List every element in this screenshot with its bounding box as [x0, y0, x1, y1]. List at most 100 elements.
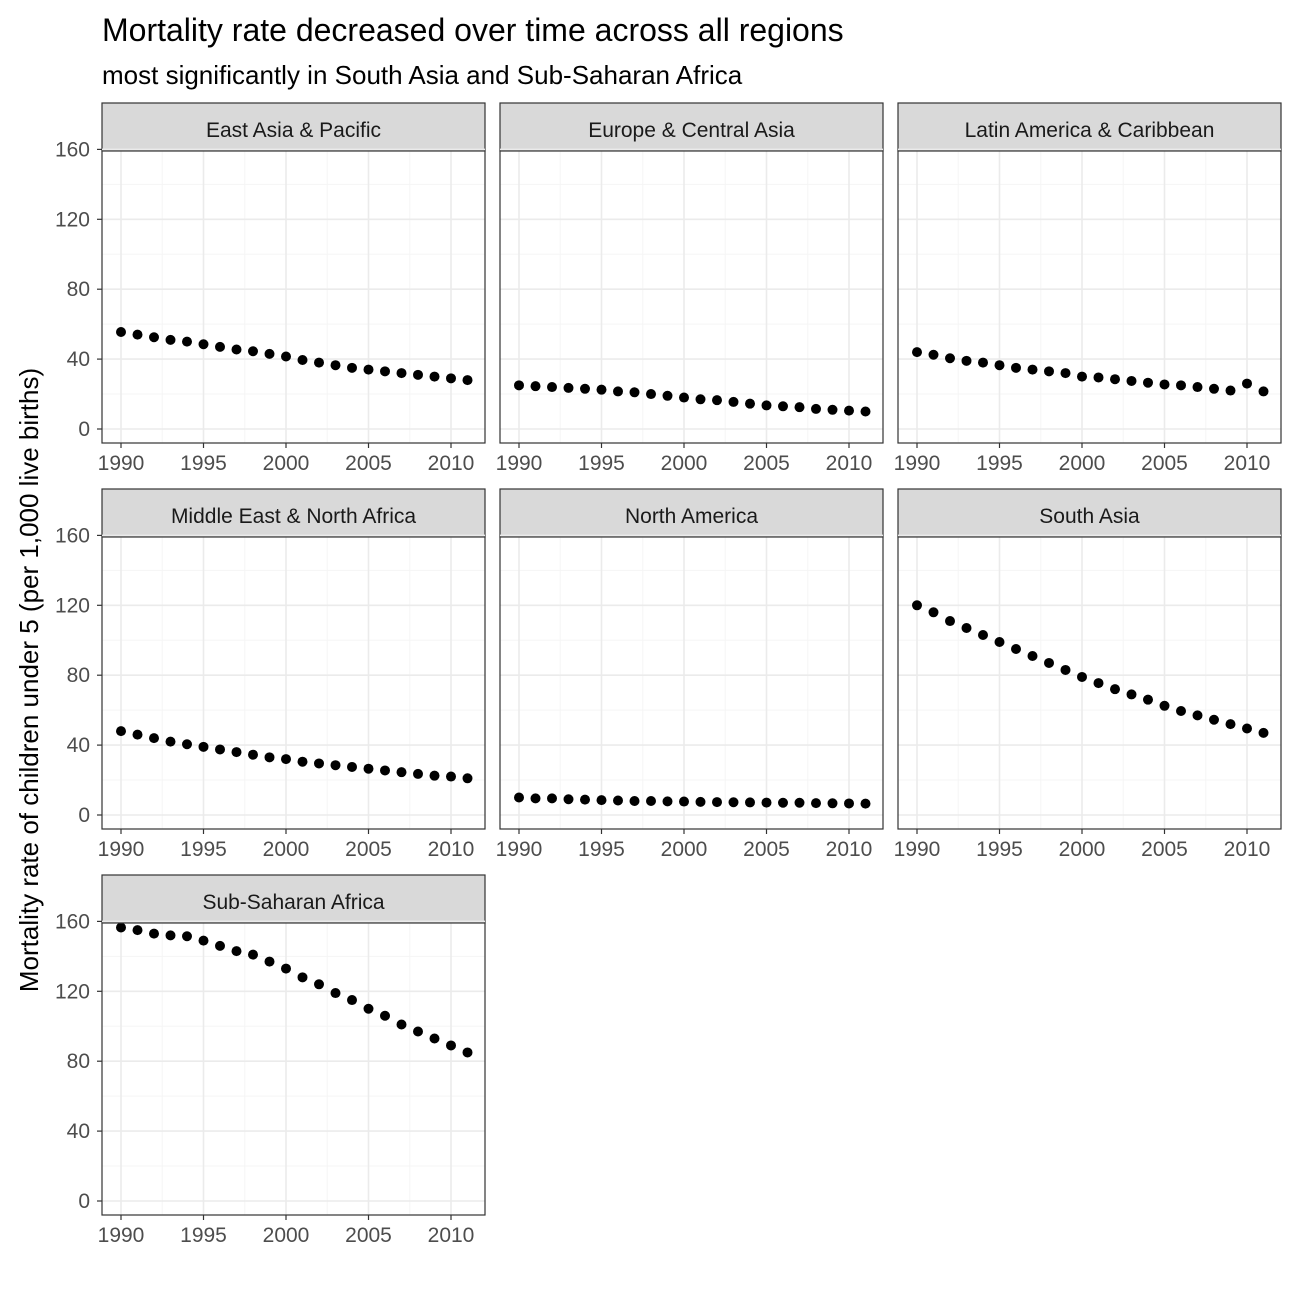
y-tick-label: 0: [78, 418, 90, 441]
plot-background: [898, 537, 1281, 829]
data-point: [712, 395, 722, 406]
y-tick-label: 40: [67, 348, 90, 371]
x-tick-label: 2005: [345, 838, 392, 861]
data-point: [646, 389, 656, 400]
data-point: [281, 963, 291, 974]
data-point: [761, 400, 772, 411]
data-point: [182, 739, 192, 750]
data-point: [827, 404, 838, 415]
strip-label-latin-america-and-caribbean: Latin America & Caribbean: [965, 119, 1215, 142]
plot-background: [898, 151, 1281, 443]
y-tick-label: 120: [55, 594, 90, 617]
data-point: [462, 773, 473, 784]
data-point: [547, 793, 557, 804]
data-point: [165, 736, 176, 747]
data-point: [827, 798, 838, 809]
data-point: [1258, 727, 1269, 738]
panel-border: [101, 536, 486, 830]
data-point: [182, 931, 192, 942]
data-point: [132, 329, 143, 340]
y-tick-label: 160: [55, 910, 90, 933]
y-tick-label: 0: [78, 1190, 90, 1213]
strip-north-america: [499, 488, 884, 538]
x-tick-label: 2010: [1224, 838, 1271, 861]
data-point: [961, 355, 972, 366]
y-tick-label: 80: [67, 664, 90, 687]
data-point: [530, 381, 541, 392]
data-point: [314, 979, 324, 990]
data-point: [945, 616, 955, 627]
data-point: [1192, 710, 1203, 721]
data-point: [695, 394, 706, 405]
data-point: [396, 368, 407, 379]
x-tick-label: 2010: [428, 1224, 475, 1247]
data-point: [413, 369, 423, 380]
y-tick-label: 40: [67, 734, 90, 757]
data-point: [248, 949, 258, 960]
x-tick-label: 1990: [894, 452, 941, 475]
x-tick-label: 1995: [180, 1224, 227, 1247]
data-point: [646, 796, 656, 807]
x-tick-label: 1990: [98, 452, 145, 475]
data-point: [1192, 382, 1203, 393]
x-tick-label: 2000: [661, 452, 708, 475]
data-point: [1110, 374, 1120, 385]
data-point: [198, 339, 209, 350]
panel-border: [101, 922, 486, 1216]
data-point: [945, 353, 955, 364]
data-point: [149, 928, 159, 939]
x-tick-label: 2005: [743, 452, 790, 475]
strip-east-asia-and-pacific: [101, 102, 486, 152]
x-tick-label: 2010: [1224, 452, 1271, 475]
data-point: [1011, 362, 1021, 373]
data-point: [1077, 371, 1087, 382]
plot-background: [500, 151, 883, 443]
data-point: [297, 972, 308, 983]
data-point: [811, 798, 821, 809]
data-point: [860, 798, 871, 809]
x-tick-label: 1995: [976, 838, 1023, 861]
x-tick-label: 2005: [1141, 838, 1188, 861]
strip-label-south-asia: South Asia: [1039, 505, 1140, 528]
strip-south-asia: [897, 488, 1282, 538]
data-point: [745, 797, 755, 808]
data-point: [994, 360, 1005, 371]
data-point: [413, 768, 423, 779]
x-tick-label: 2000: [263, 838, 310, 861]
x-tick-label: 1995: [578, 452, 625, 475]
data-point: [429, 371, 440, 382]
data-point: [563, 382, 574, 393]
data-point: [978, 630, 988, 641]
strip-latin-america-and-caribbean: [897, 102, 1282, 152]
data-point: [1143, 694, 1153, 705]
data-point: [215, 744, 225, 755]
data-point: [396, 767, 407, 778]
data-point: [712, 797, 722, 808]
data-point: [1258, 386, 1269, 397]
x-tick-label: 2005: [345, 452, 392, 475]
data-point: [1044, 366, 1054, 377]
x-tick-label: 2010: [826, 838, 873, 861]
data-point: [281, 351, 291, 362]
data-point: [695, 796, 706, 807]
data-point: [580, 383, 590, 394]
data-point: [1126, 689, 1137, 700]
chart-title: Mortality rate decreased over time acros…: [102, 12, 844, 48]
data-point: [1011, 643, 1021, 654]
data-point: [778, 797, 788, 808]
data-point: [446, 1040, 456, 1051]
x-tick-label: 2000: [1059, 838, 1106, 861]
data-point: [1060, 368, 1071, 379]
data-point: [844, 405, 854, 416]
data-point: [679, 796, 689, 807]
panel-border: [897, 150, 1282, 444]
x-tick-label: 1990: [98, 1224, 145, 1247]
data-point: [1242, 378, 1252, 389]
strip-label-north-america: North America: [625, 505, 758, 528]
panel-border: [499, 150, 884, 444]
data-point: [912, 347, 922, 358]
y-tick-label: 120: [55, 980, 90, 1003]
data-point: [116, 922, 126, 933]
data-point: [429, 770, 440, 781]
